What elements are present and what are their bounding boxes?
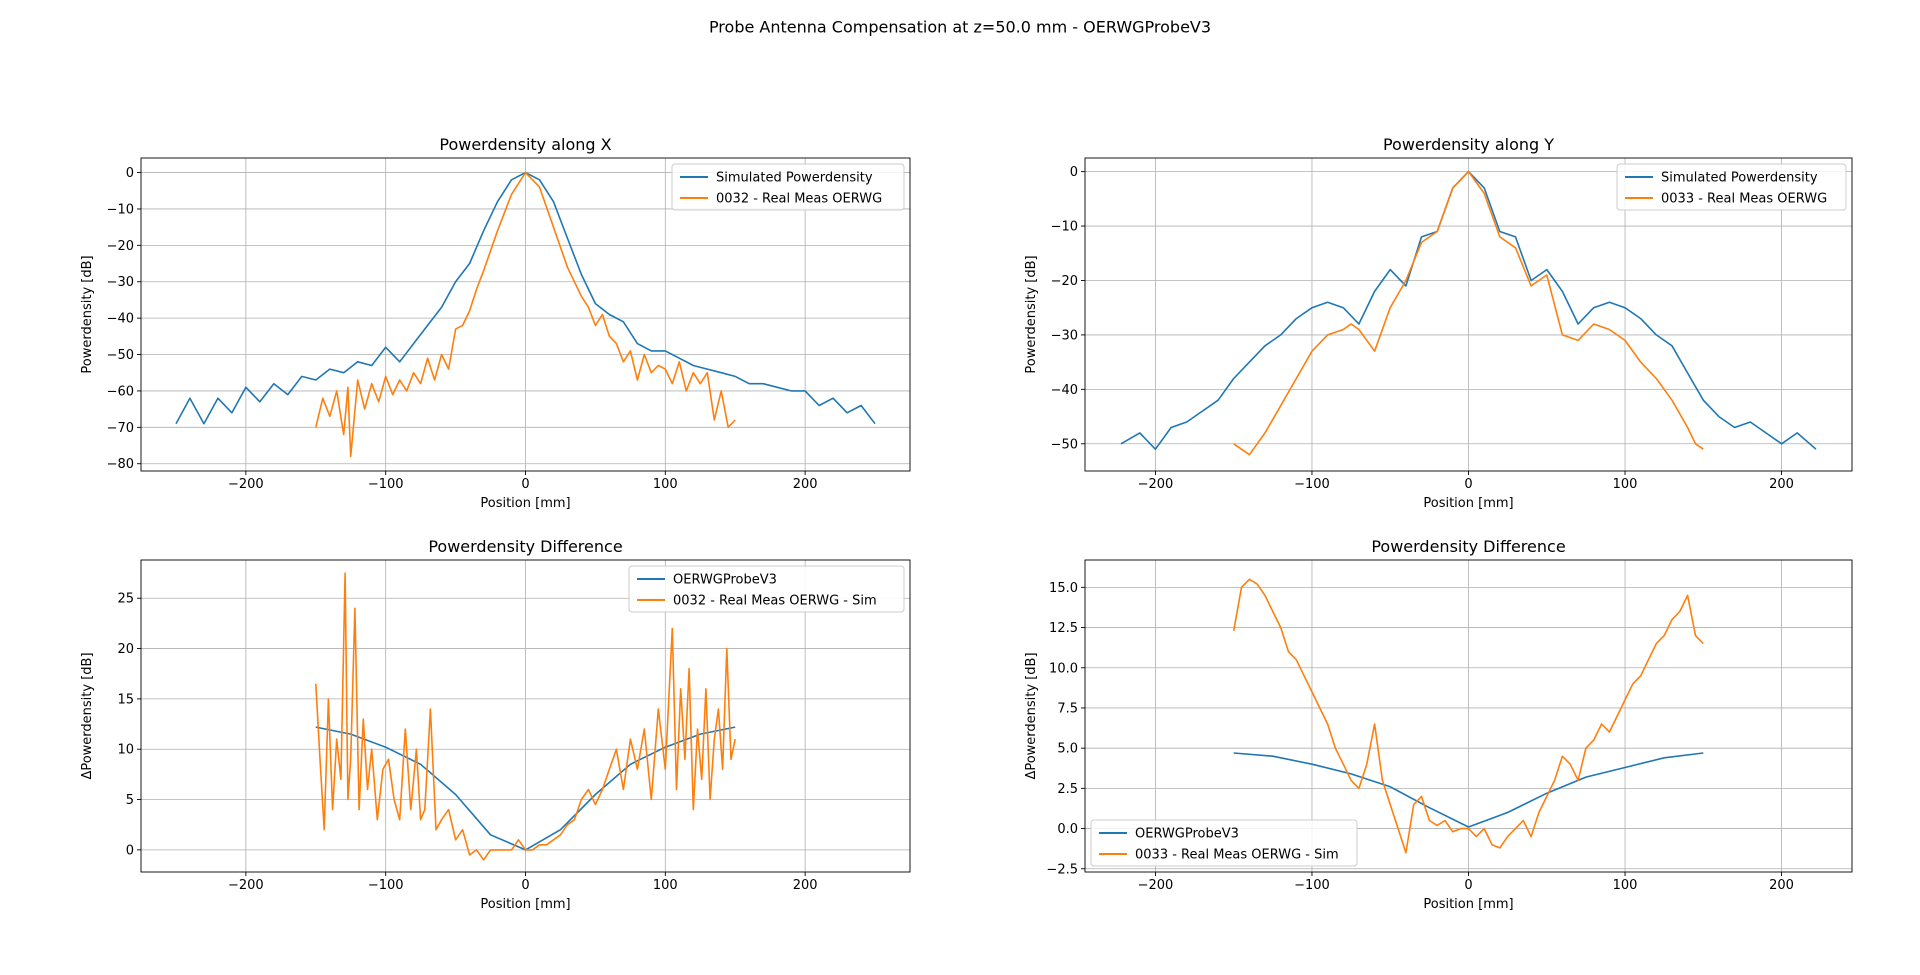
legend: OERWGProbeV3 0032 - Real Meas OERWG - Sim	[628, 565, 905, 613]
y-tick-label: −30	[1051, 328, 1078, 343]
legend-label-1: Simulated Powerdensity	[716, 171, 873, 186]
y-tick-label: 15.0	[1049, 581, 1078, 596]
x-tick-label: 0	[521, 477, 529, 492]
x-tick-label: 0	[1464, 878, 1472, 893]
y-tick-label: 2.5	[1057, 782, 1078, 797]
x-tick-label: 100	[1613, 878, 1638, 893]
y-tick-label: 12.5	[1049, 621, 1078, 636]
x-tick-label: −200	[1138, 878, 1174, 893]
legend-box	[1090, 819, 1358, 867]
legend: Simulated Powerdensity 0033 - Real Meas O…	[1616, 163, 1847, 211]
legend-label-2: 0032 - Real Meas OERWG	[716, 192, 882, 207]
y-tick-label: 7.5	[1057, 701, 1078, 716]
y-tick-label: −40	[1051, 383, 1078, 398]
y-tick-label: 15	[117, 692, 134, 707]
y-axis-label: ΔPowerdensity [dB]	[1024, 652, 1039, 779]
axes-title: Powerdensity along X	[439, 135, 611, 154]
legend-label-2: 0032 - Real Meas OERWG - Sim	[673, 594, 877, 609]
legend-label-2: 0033 - Real Meas OERWG - Sim	[1135, 848, 1339, 863]
y-tick-label: −50	[107, 348, 134, 363]
y-axis-label: ΔPowerdensity [dB]	[80, 652, 95, 779]
series-line-1	[1233, 752, 1704, 828]
legend-label-2: 0033 - Real Meas OERWG	[1661, 192, 1827, 207]
axes-title: Powerdensity Difference	[428, 537, 622, 556]
x-tick-label: −200	[1138, 477, 1174, 492]
subplot-y-powerdensity: −200 −100 0 100 200−50−40−30−20−100Powerdens…	[1024, 135, 1853, 511]
legend: OERWGProbeV3 0033 - Real Meas OERWG - Sim	[1090, 819, 1358, 867]
y-tick-label: −80	[107, 457, 134, 472]
series-line-2	[1232, 578, 1704, 854]
subplot-x-powerdensity: −200 −100 0 100 200−80−70−60−50−40−30−20−100…	[80, 135, 911, 511]
subplot-x-difference: −200 −100 0 100 200 0 5 10 15 20 25 Powerdensity Di…	[80, 537, 911, 912]
y-tick-label: 20	[117, 642, 134, 657]
x-axis-label: Position [mm]	[480, 496, 570, 511]
series-line-2	[1233, 170, 1704, 456]
legend-box	[671, 163, 905, 211]
x-tick-label: −200	[228, 477, 264, 492]
x-tick-label: −100	[1294, 477, 1330, 492]
legend-label-1: OERWGProbeV3	[673, 573, 777, 588]
y-tick-label: 0	[1070, 165, 1078, 180]
y-tick-label: 5.0	[1057, 742, 1078, 757]
x-tick-label: 0	[1464, 477, 1472, 492]
y-tick-label: −50	[1051, 437, 1078, 452]
subplot-y-difference: −200 −100 0 100 200 −2.5 0.0 2.5 5.0 7.5 10.0 12.5 1…	[1024, 537, 1853, 912]
x-tick-label: 0	[521, 878, 529, 893]
x-tick-label: −100	[368, 878, 404, 893]
series-line-2	[315, 572, 736, 861]
y-tick-label: −20	[107, 239, 134, 254]
y-tick-label: 0	[126, 843, 134, 858]
legend-label-1: Simulated Powerdensity	[1661, 171, 1818, 186]
y-tick-label: 10	[117, 743, 134, 758]
y-tick-label: −30	[107, 275, 134, 290]
x-tick-label: 100	[1613, 477, 1638, 492]
x-tick-label: −200	[228, 878, 264, 893]
y-tick-label: 0	[126, 166, 134, 181]
y-tick-label: −60	[107, 384, 134, 399]
y-tick-label: −10	[1051, 220, 1078, 235]
legend-label-1: OERWGProbeV3	[1135, 827, 1239, 842]
y-tick-label: 5	[126, 793, 134, 808]
legend-box	[628, 565, 905, 613]
x-tick-label: 200	[1769, 878, 1794, 893]
series-line-2	[315, 171, 736, 458]
x-axis-label: Position [mm]	[1423, 496, 1513, 511]
legend-box	[1616, 163, 1847, 211]
x-tick-label: −100	[368, 477, 404, 492]
y-tick-label: 0.0	[1057, 822, 1078, 837]
y-tick-label: −70	[107, 421, 134, 436]
x-axis-label: Position [mm]	[480, 897, 570, 912]
y-tick-label: −2.5	[1046, 862, 1078, 877]
x-tick-label: 100	[653, 477, 678, 492]
y-axis-label: Powerdensity [dB]	[80, 255, 95, 373]
y-tick-label: −20	[1051, 274, 1078, 289]
figure-title: Probe Antenna Compensation at z=50.0 mm …	[709, 18, 1211, 37]
axes-title: Powerdensity Difference	[1371, 537, 1565, 556]
x-tick-label: 100	[653, 878, 678, 893]
y-tick-label: 25	[117, 592, 134, 607]
y-tick-label: 10.0	[1049, 661, 1078, 676]
y-axis-label: Powerdensity [dB]	[1024, 255, 1039, 373]
y-tick-label: −40	[107, 312, 134, 327]
x-axis-label: Position [mm]	[1423, 897, 1513, 912]
x-tick-label: 200	[1769, 477, 1794, 492]
x-tick-label: −100	[1294, 878, 1330, 893]
y-tick-label: −10	[107, 202, 134, 217]
x-tick-label: 200	[793, 878, 818, 893]
legend: Simulated Powerdensity 0032 - Real Meas O…	[671, 163, 905, 211]
axes-title: Powerdensity along Y	[1383, 135, 1554, 154]
x-tick-label: 200	[793, 477, 818, 492]
